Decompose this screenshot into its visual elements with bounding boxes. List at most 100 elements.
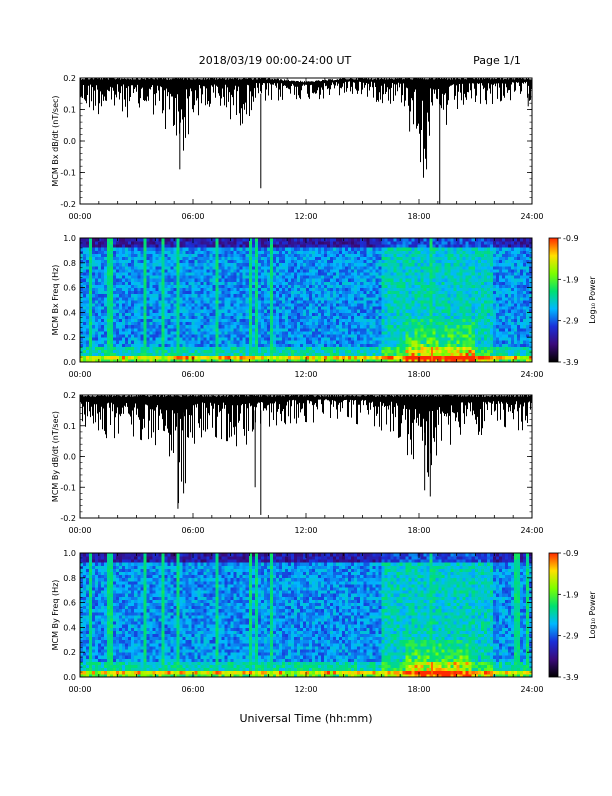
spectrogram-cell bbox=[390, 334, 393, 338]
spectrogram-cell bbox=[417, 291, 420, 295]
spectrogram-cell bbox=[243, 291, 246, 295]
spectrogram-cell bbox=[161, 322, 164, 326]
spectrogram-cell bbox=[258, 319, 261, 323]
spectrogram-cell bbox=[436, 309, 439, 313]
spectrogram-cell bbox=[306, 238, 309, 242]
spectrogram-cell bbox=[372, 285, 375, 289]
spectrogram-cell bbox=[179, 291, 182, 295]
spectrogram-cell bbox=[228, 294, 231, 298]
spectrogram-cell bbox=[152, 350, 155, 354]
spectrogram-cell bbox=[439, 300, 442, 304]
spectrogram-cell bbox=[185, 325, 188, 329]
spectrogram-cell bbox=[348, 247, 351, 251]
spectrogram-cell bbox=[83, 263, 86, 267]
spectrogram-cell bbox=[252, 325, 255, 329]
spectrogram-cell bbox=[351, 285, 354, 289]
spectrogram-cell bbox=[95, 247, 98, 251]
spectrogram-cell bbox=[333, 254, 336, 258]
spectrogram-cell bbox=[427, 300, 430, 304]
spectrogram-cell bbox=[149, 322, 152, 326]
spectrogram-cell bbox=[107, 294, 110, 298]
spectrogram-cell bbox=[427, 285, 430, 289]
spectrogram-cell bbox=[246, 263, 249, 267]
spectrogram-cell bbox=[345, 263, 348, 267]
spectrogram-cell bbox=[276, 278, 279, 282]
spectrogram-cell bbox=[170, 238, 173, 242]
spectrogram-cell bbox=[411, 275, 414, 279]
spectrogram-cell bbox=[424, 303, 427, 307]
spectrogram-cell bbox=[330, 353, 333, 357]
spectrogram-cell bbox=[393, 247, 396, 251]
spectrogram-cell bbox=[246, 331, 249, 335]
spectrogram-cell bbox=[198, 306, 201, 310]
spectrogram-cell bbox=[357, 291, 360, 295]
spectrogram-cell bbox=[92, 337, 95, 341]
spectrogram-cell bbox=[246, 303, 249, 307]
spectrogram-cell bbox=[210, 306, 213, 310]
spectrogram-cell bbox=[306, 266, 309, 270]
spectrogram-cell bbox=[363, 285, 366, 289]
spectrogram-cell bbox=[442, 254, 445, 258]
spectrogram-cell bbox=[442, 244, 445, 248]
spectrogram-cell bbox=[390, 297, 393, 301]
spectrogram-cell bbox=[345, 322, 348, 326]
spectrogram-cell bbox=[191, 343, 194, 347]
spectrogram-cell bbox=[387, 250, 390, 254]
spectrogram-cell bbox=[134, 300, 137, 304]
spectrogram-cell bbox=[149, 294, 152, 298]
spectrogram-cell bbox=[216, 266, 219, 270]
spectrogram-cell bbox=[216, 322, 219, 326]
spectrogram-cell bbox=[405, 340, 408, 344]
spectrogram-cell bbox=[375, 297, 378, 301]
spectrogram-cell bbox=[267, 247, 270, 251]
spectrogram-cell bbox=[390, 281, 393, 285]
spectrogram-cell bbox=[243, 316, 246, 320]
spectrogram-cell bbox=[122, 325, 125, 329]
spectrogram-cell bbox=[201, 300, 204, 304]
spectrogram-cell bbox=[267, 325, 270, 329]
spectrogram-cell bbox=[309, 340, 312, 344]
spectrogram-cell bbox=[137, 250, 140, 254]
spectrogram-cell bbox=[249, 334, 252, 338]
spectrogram-cell bbox=[89, 316, 92, 320]
spectrogram-cell bbox=[155, 340, 158, 344]
spectrogram-cell bbox=[161, 356, 164, 360]
spectrogram-cell bbox=[399, 303, 402, 307]
spectrogram-cell bbox=[134, 294, 137, 298]
spectrogram-cell bbox=[225, 353, 228, 357]
spectrogram-cell bbox=[330, 263, 333, 267]
spectrogram-cell bbox=[146, 322, 149, 326]
spectrogram-cell bbox=[225, 275, 228, 279]
spectrogram-cell bbox=[351, 238, 354, 242]
spectrogram-cell bbox=[155, 238, 158, 242]
spectrogram-cell bbox=[396, 241, 399, 245]
spectrogram-cell bbox=[188, 347, 191, 351]
spectrogram-cell bbox=[204, 254, 207, 258]
spectrogram-cell bbox=[188, 285, 191, 289]
spectrogram-cell bbox=[195, 275, 198, 279]
spectrogram-cell bbox=[137, 306, 140, 310]
spectrogram-cell bbox=[246, 260, 249, 264]
spectrogram-cell bbox=[436, 278, 439, 282]
spectrogram-cell bbox=[252, 328, 255, 332]
spectrogram-cell bbox=[92, 353, 95, 357]
spectrogram-cell bbox=[306, 347, 309, 351]
spectrogram-cell bbox=[324, 241, 327, 245]
spectrogram-cell bbox=[255, 247, 258, 251]
spectrogram-cell bbox=[252, 316, 255, 320]
spectrogram-cell bbox=[246, 356, 249, 360]
spectrogram-cell bbox=[363, 275, 366, 279]
spectrogram-cell bbox=[204, 250, 207, 254]
spectrogram-cell bbox=[222, 340, 225, 344]
spectrogram-cell bbox=[411, 254, 414, 258]
spectrogram-cell bbox=[348, 288, 351, 292]
spectrogram-cell bbox=[297, 347, 300, 351]
spectrogram-cell bbox=[173, 340, 176, 344]
spectrogram-cell bbox=[210, 241, 213, 245]
spectrogram-cell bbox=[185, 303, 188, 307]
spectrogram-cell bbox=[185, 260, 188, 264]
spectrogram-cell bbox=[327, 356, 330, 360]
spectrogram-cell bbox=[439, 241, 442, 245]
spectrogram-cell bbox=[237, 247, 240, 251]
spectrogram-cell bbox=[231, 306, 234, 310]
